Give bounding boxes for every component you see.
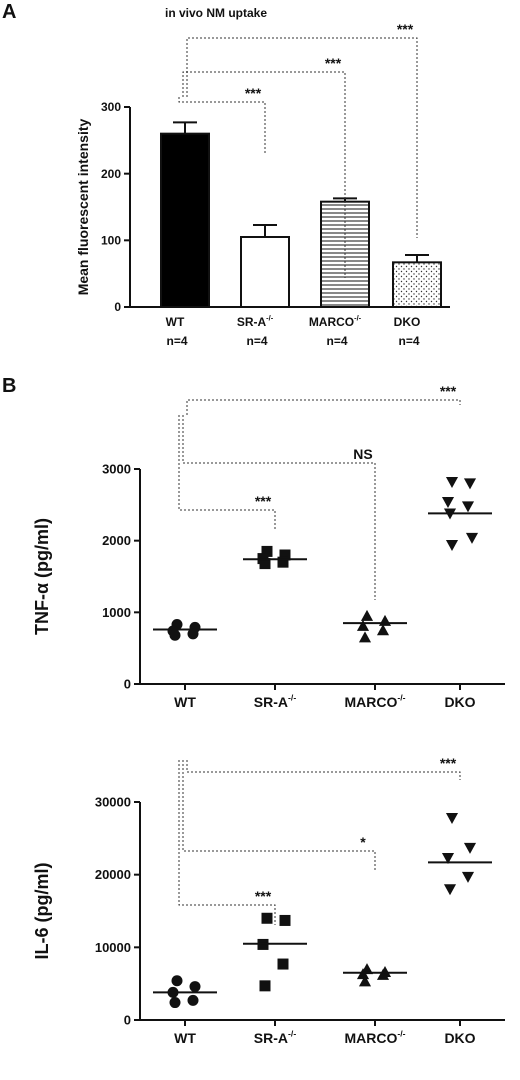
chart-a-y-tick-label: 100 <box>101 234 121 248</box>
chart-b2-significance-label: *** <box>255 888 272 904</box>
chart-b2-data-point <box>187 994 199 1006</box>
chart-b1-data-point <box>378 614 392 626</box>
chart-a-comparison-bracket <box>186 37 418 238</box>
chart-b2-significance-label: * <box>360 834 366 850</box>
chart-a-category-label: DKO <box>394 315 421 329</box>
chart-b1-data-point <box>445 540 459 552</box>
chart-b1-data-point <box>465 532 479 544</box>
chart-b1-data-point <box>279 549 291 561</box>
chart-b1-data-point <box>441 497 455 509</box>
chart-b1-data-point <box>461 501 475 513</box>
chart-b1-category-label: SR-A-/- <box>254 693 297 710</box>
chart-b1-data-point <box>358 631 372 643</box>
chart-a-bar <box>240 236 290 308</box>
chart-b2-y-axis-label: IL-6 (pg/ml) <box>32 863 52 960</box>
chart-b2-comparison-bracket <box>186 760 461 780</box>
chart-b1-data-point <box>261 545 273 557</box>
chart-b1-data-point <box>360 609 374 621</box>
chart-b1-y-tick-label: 1000 <box>102 605 131 620</box>
chart-b1-data-point <box>445 476 459 488</box>
panel-a-title: in vivo NM uptake <box>165 6 267 20</box>
chart-a-y-tick-label: 300 <box>101 100 121 114</box>
chart-a-category-label: SR-A-/- <box>237 314 274 329</box>
chart-b2-data-point <box>443 884 457 896</box>
chart-a-n-label: n=4 <box>326 334 347 348</box>
chart-b1-data-point <box>169 629 181 641</box>
chart-b1-data-point <box>187 628 199 640</box>
chart-b1-significance-label: NS <box>353 446 372 462</box>
chart-b2-data-point <box>445 813 459 825</box>
chart-b2-data-point <box>279 914 291 926</box>
chart-b2-comparison-bracket <box>178 760 276 925</box>
chart-b1-data-point <box>463 478 477 490</box>
chart-a-y-axis-label: Mean fluorescent intensity <box>75 118 91 295</box>
chart-a-bar <box>392 261 442 309</box>
chart-a-mean-fluorescence: 0 100 200 300 Mean fluorescent intensity WT n=… <box>75 21 450 348</box>
chart-b1-category-label: DKO <box>444 694 475 710</box>
chart-b2-data-point <box>171 975 183 987</box>
chart-b1-significance-label: *** <box>255 493 272 509</box>
chart-b2-data-point <box>441 853 455 865</box>
chart-b1-comparison-bracket <box>186 399 461 415</box>
chart-b1-y-axis-label: TNF-α (pg/ml) <box>32 518 52 635</box>
chart-b1-y-tick-label: 3000 <box>102 462 131 477</box>
chart-b2-data-point <box>277 958 289 970</box>
chart-b1-data-point <box>259 558 271 570</box>
chart-b2-category-label: MARCO-/- <box>344 1029 405 1046</box>
chart-b2-y-tick-label: 0 <box>124 1013 131 1028</box>
chart-b2-y-tick-label: 20000 <box>95 867 131 882</box>
chart-b2-data-point <box>261 912 273 924</box>
chart-a-significance-label: *** <box>397 21 414 37</box>
chart-b2-data-point <box>463 842 477 854</box>
chart-b2-category-label: SR-A-/- <box>254 1029 297 1046</box>
chart-b1-data-point <box>376 624 390 636</box>
panel-a-letter: A <box>2 1 16 23</box>
chart-b1-category-label: WT <box>174 694 196 710</box>
chart-a-bar <box>160 132 210 308</box>
chart-b1-category-label: MARCO-/- <box>344 693 405 710</box>
chart-b1-comparison-bracket <box>182 415 376 600</box>
chart-a-y-tick-label: 200 <box>101 167 121 181</box>
chart-b2-data-point <box>259 980 271 992</box>
chart-a-comparison-bracket <box>178 97 266 155</box>
chart-b2-category-label: DKO <box>444 1030 475 1046</box>
chart-b-tnf-alpha: 0 1000 2000 3000 TNF-α (pg/ml) WT SR-A-/- MARCO… <box>32 383 505 710</box>
chart-b2-data-point <box>169 997 181 1009</box>
chart-a-comparison-bracket <box>182 71 346 278</box>
chart-a-n-label: n=4 <box>246 334 267 348</box>
chart-b2-category-label: WT <box>174 1030 196 1046</box>
chart-a-n-label: n=4 <box>166 334 187 348</box>
chart-b1-y-tick-label: 0 <box>124 677 131 692</box>
chart-b-il6: 0 10000 20000 30000 IL-6 (pg/ml) WT SR-A-/- MAR… <box>32 755 505 1046</box>
chart-b1-significance-label: *** <box>440 383 457 399</box>
chart-b2-data-point <box>189 981 201 993</box>
chart-b2-y-tick-label: 10000 <box>95 940 131 955</box>
chart-b2-significance-label: *** <box>440 755 457 771</box>
chart-b2-comparison-bracket <box>182 760 376 870</box>
chart-b1-data-point <box>356 619 370 631</box>
chart-b2-data-point <box>376 968 390 980</box>
chart-a-y-tick-label: 0 <box>114 300 121 314</box>
chart-a-significance-label: *** <box>325 55 342 71</box>
chart-b1-y-tick-label: 2000 <box>102 533 131 548</box>
chart-b1-data-point <box>277 556 289 568</box>
chart-a-significance-label: *** <box>245 85 262 101</box>
chart-b2-y-tick-label: 30000 <box>95 795 131 810</box>
chart-b2-data-point <box>358 975 372 987</box>
panel-b-letter: B <box>2 375 16 397</box>
chart-a-category-label: MARCO-/- <box>309 314 362 329</box>
chart-a-n-label: n=4 <box>398 334 419 348</box>
chart-b2-data-point <box>461 871 475 883</box>
chart-a-category-label: WT <box>166 315 185 329</box>
chart-b1-comparison-bracket <box>178 415 276 530</box>
